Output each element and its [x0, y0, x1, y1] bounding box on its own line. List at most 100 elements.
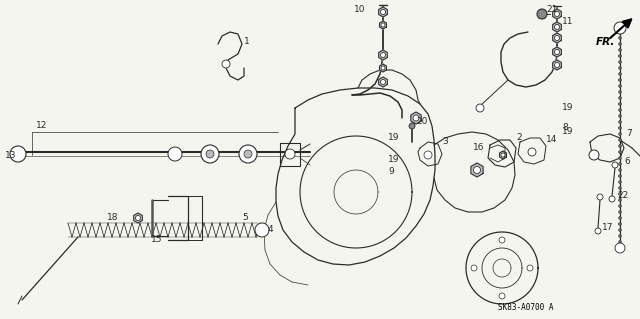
Circle shape [618, 234, 621, 238]
Circle shape [381, 23, 385, 27]
Circle shape [528, 148, 536, 156]
Polygon shape [471, 163, 483, 177]
Text: 19: 19 [388, 133, 399, 143]
Text: 20: 20 [416, 117, 428, 127]
Circle shape [554, 49, 559, 55]
Polygon shape [553, 47, 561, 57]
Circle shape [206, 150, 214, 158]
Circle shape [618, 174, 621, 177]
Text: 12: 12 [36, 122, 47, 130]
Polygon shape [553, 60, 561, 70]
Text: 4: 4 [268, 226, 274, 234]
Circle shape [618, 168, 621, 172]
Polygon shape [379, 50, 387, 60]
Polygon shape [553, 22, 561, 32]
Circle shape [413, 115, 419, 121]
Text: 9: 9 [388, 167, 394, 176]
Circle shape [618, 192, 621, 196]
Polygon shape [411, 112, 421, 124]
Circle shape [381, 10, 385, 14]
Text: 16: 16 [472, 144, 484, 152]
Circle shape [595, 228, 601, 234]
Circle shape [476, 104, 484, 112]
Circle shape [381, 53, 385, 57]
Circle shape [501, 153, 505, 157]
Circle shape [618, 97, 621, 100]
Circle shape [589, 150, 599, 160]
Circle shape [554, 25, 559, 29]
Circle shape [239, 145, 257, 163]
Text: SK83-A0700 A: SK83-A0700 A [498, 303, 554, 313]
Circle shape [618, 241, 621, 243]
Circle shape [424, 151, 432, 159]
Text: 14: 14 [546, 136, 557, 145]
Text: 1: 1 [244, 38, 250, 47]
Text: 21: 21 [546, 5, 557, 14]
Text: 22: 22 [617, 191, 628, 201]
Circle shape [499, 293, 505, 299]
Text: 15: 15 [150, 235, 162, 244]
Text: 17: 17 [602, 224, 614, 233]
Circle shape [537, 9, 547, 19]
Polygon shape [379, 7, 387, 17]
Circle shape [136, 216, 141, 220]
Circle shape [554, 11, 559, 17]
Polygon shape [553, 9, 561, 19]
Circle shape [618, 36, 621, 40]
Circle shape [618, 204, 621, 207]
Circle shape [618, 181, 621, 183]
Circle shape [409, 123, 415, 129]
Circle shape [618, 42, 621, 46]
Circle shape [554, 63, 559, 68]
Circle shape [527, 265, 533, 271]
Text: 18: 18 [106, 213, 118, 222]
Circle shape [618, 187, 621, 189]
Circle shape [499, 237, 505, 243]
Circle shape [618, 121, 621, 123]
Circle shape [614, 22, 626, 34]
Circle shape [222, 60, 230, 68]
Circle shape [618, 108, 621, 112]
Circle shape [618, 66, 621, 70]
Circle shape [201, 145, 219, 163]
Polygon shape [380, 64, 387, 72]
Text: 19: 19 [388, 155, 399, 165]
Circle shape [618, 145, 621, 147]
Circle shape [618, 102, 621, 106]
Circle shape [618, 91, 621, 93]
Polygon shape [134, 213, 142, 223]
Circle shape [618, 138, 621, 142]
Circle shape [618, 217, 621, 219]
Circle shape [554, 35, 559, 41]
Polygon shape [380, 21, 387, 29]
Circle shape [612, 162, 618, 168]
Circle shape [618, 31, 621, 33]
Circle shape [618, 61, 621, 63]
Circle shape [618, 228, 621, 232]
Circle shape [244, 150, 252, 158]
Circle shape [618, 48, 621, 51]
Text: 13: 13 [5, 152, 17, 160]
Circle shape [618, 157, 621, 160]
Circle shape [618, 85, 621, 87]
Polygon shape [379, 77, 387, 87]
Circle shape [618, 55, 621, 57]
Circle shape [474, 167, 481, 174]
Circle shape [609, 196, 615, 202]
Circle shape [618, 162, 621, 166]
Circle shape [10, 146, 26, 162]
Circle shape [618, 198, 621, 202]
Circle shape [618, 222, 621, 226]
Text: 11: 11 [562, 18, 573, 26]
Circle shape [381, 79, 385, 85]
Text: 5: 5 [242, 213, 248, 222]
Circle shape [618, 151, 621, 153]
Text: 19: 19 [562, 128, 573, 137]
Circle shape [618, 127, 621, 130]
Circle shape [168, 147, 182, 161]
Circle shape [618, 115, 621, 117]
Text: 8: 8 [562, 123, 568, 132]
Text: 2: 2 [516, 133, 522, 143]
Circle shape [618, 72, 621, 76]
Polygon shape [553, 33, 561, 43]
